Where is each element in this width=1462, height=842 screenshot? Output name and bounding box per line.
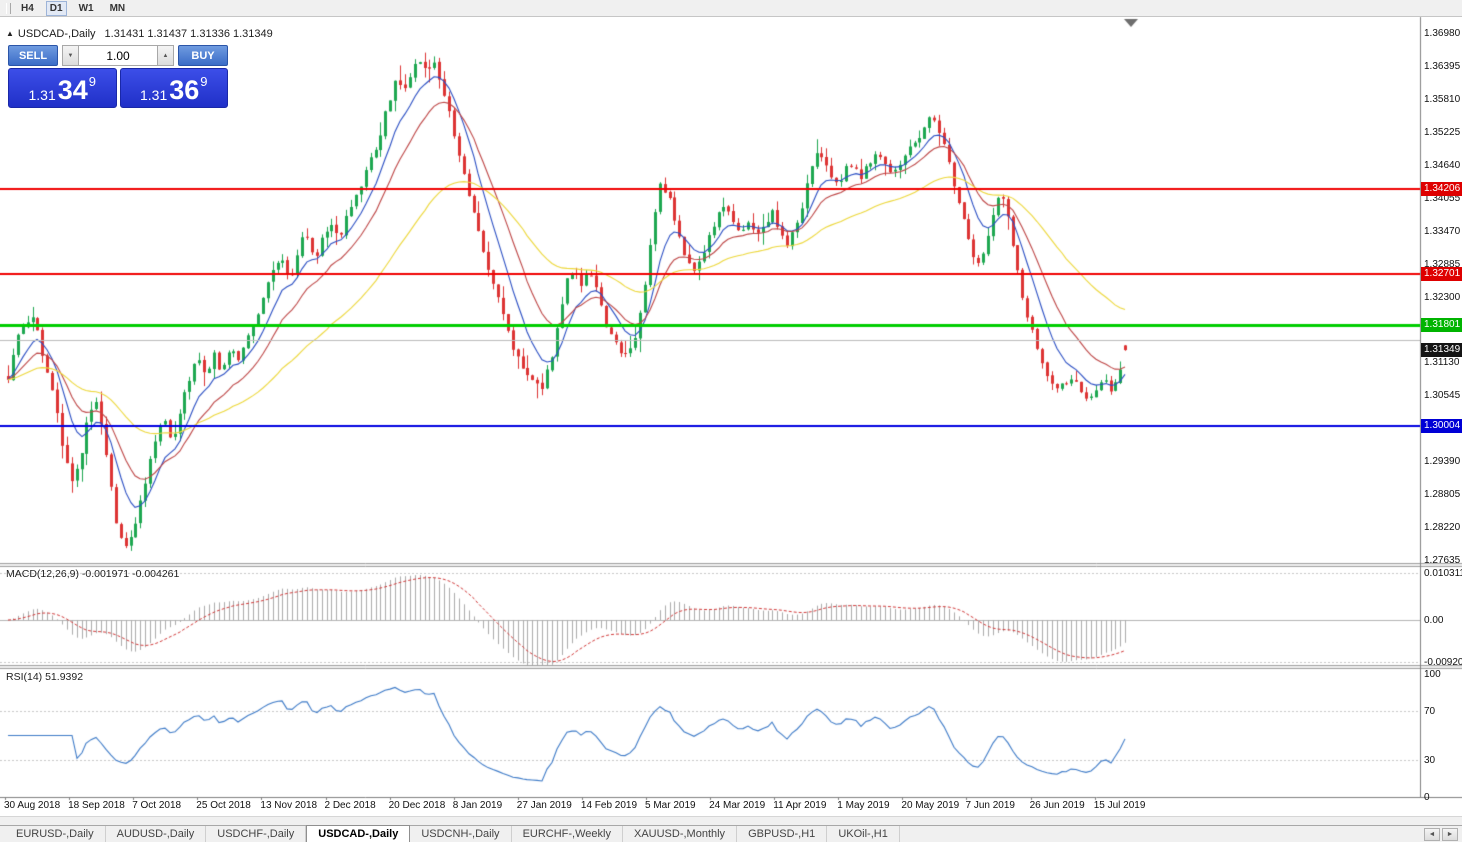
chart-marker-icon: ▲ — [6, 29, 14, 38]
macd-label: MACD(12,26,9) -0.001971 -0.004261 — [6, 568, 180, 580]
price-scale-label: 1.36980 — [1424, 28, 1461, 39]
volume-stepper: ▼ ▲ — [62, 45, 174, 66]
volume-decrease-button[interactable]: ▼ — [62, 45, 79, 66]
price-scale-label: 1.36395 — [1424, 60, 1461, 72]
rsi-scale-label: 0 — [1424, 791, 1430, 803]
price-scale-label: 1.33470 — [1424, 225, 1461, 237]
price-level-badge: 1.30004 — [1421, 418, 1462, 433]
sell-button[interactable]: SELL — [8, 45, 58, 66]
time-axis-label: 26 Jun 2019 — [1029, 800, 1085, 811]
price-level-badge: 1.31801 — [1421, 317, 1462, 332]
price-scale-label: 1.34055 — [1424, 192, 1461, 204]
tab-scroll-right-icon[interactable]: ► — [1442, 827, 1458, 841]
volume-input[interactable] — [79, 45, 157, 66]
chart-tab-usdcnh[interactable]: USDCNH-,Daily — [410, 826, 512, 842]
rsi-scale-label: 100 — [1424, 669, 1441, 681]
macd-scale-label: 0.010311 — [1424, 568, 1462, 579]
time-axis-label: 30 Aug 2018 — [4, 800, 61, 811]
time-axis-label: 15 Jul 2019 — [1093, 800, 1146, 811]
chart-symbol-period: USDCAD-,Daily — [17, 28, 96, 40]
sell-price-pipette: 9 — [88, 74, 97, 89]
price-level-badge: 1.32701 — [1421, 266, 1462, 281]
macd-scale-label: -0.009203 — [1424, 656, 1462, 668]
chart-tab-xauusd[interactable]: XAUUSD-,Monthly — [623, 826, 738, 842]
buy-price-figure: 1.31 — [139, 87, 168, 103]
timeframe-button-h4[interactable]: H4 — [17, 1, 38, 16]
time-axis-label: 20 Dec 2018 — [388, 800, 446, 811]
chart-ohlc-values: 1.31431 1.31437 1.31336 1.31349 — [104, 28, 273, 40]
time-axis-label: 13 Nov 2018 — [260, 800, 318, 811]
chart-tab-usdchf[interactable]: USDCHF-,Daily — [206, 826, 307, 842]
rsi-scale-label: 30 — [1424, 755, 1436, 766]
time-axis-label: 1 May 2019 — [837, 800, 890, 811]
chart-title: ▲ USDCAD-,Daily 1.31431 1.31437 1.31336 1.… — [6, 28, 273, 40]
timeframe-button-mn[interactable]: MN — [106, 1, 130, 16]
timeframe-toolbar: H4 D1 W1 MN — [0, 0, 1462, 17]
timeframe-button-w1[interactable]: W1 — [75, 1, 98, 16]
chart-tabs-bar: EURUSD-,Daily AUDUSD-,Daily USDCHF-,Daily U… — [0, 825, 1462, 842]
price-scale-label: 1.32300 — [1424, 291, 1461, 303]
chart-scrollbar[interactable] — [0, 816, 1462, 825]
price-scale-label: 1.28220 — [1424, 522, 1461, 534]
sell-price-pips: 34 — [57, 75, 88, 106]
sell-price-display[interactable]: 1.31 34 9 — [8, 68, 117, 108]
time-axis-label: 2 Dec 2018 — [324, 800, 376, 811]
buy-price-pipette: 9 — [200, 74, 208, 89]
price-scale-label: 1.35225 — [1424, 126, 1461, 138]
volume-increase-button[interactable]: ▲ — [157, 45, 174, 66]
chart-tab-gbpusd[interactable]: GBPUSD-,H1 — [737, 826, 828, 842]
time-axis-label: 8 Jan 2019 — [452, 800, 503, 811]
tab-scroll-left-icon[interactable]: ◄ — [1424, 827, 1440, 841]
one-click-trading-panel: SELL ▼ ▲ BUY 1.31 34 9 1.31 36 9 — [8, 45, 228, 108]
price-scale-label: 1.32885 — [1424, 258, 1461, 270]
time-axis-label: 5 Mar 2019 — [645, 800, 696, 811]
timeframe-button-d1[interactable]: D1 — [45, 0, 67, 16]
time-axis-label: 7 Jun 2019 — [965, 800, 1016, 811]
price-scale-label: 1.31130 — [1424, 357, 1460, 369]
time-axis-label: 25 Oct 2018 — [196, 800, 251, 811]
time-axis-label: 14 Feb 2019 — [580, 800, 638, 811]
macd-scale-label: 0.00 — [1424, 615, 1444, 626]
chart-tab-eurchf[interactable]: EURCHF-,Weekly — [512, 826, 623, 842]
time-axis-label: 7 Oct 2018 — [132, 800, 182, 811]
buy-price-pips: 36 — [169, 75, 200, 106]
price-scale-label: 1.29390 — [1424, 456, 1461, 468]
toolbar-grip[interactable] — [6, 2, 11, 14]
price-level-badge: 1.31349 — [1421, 343, 1462, 358]
rsi-scale-label: 70 — [1424, 706, 1436, 717]
time-axis-label: 20 May 2019 — [901, 800, 960, 811]
price-scale-label: 1.34640 — [1424, 159, 1461, 171]
price-scale-label: 1.30545 — [1424, 390, 1461, 402]
price-scale-label: 1.35810 — [1424, 93, 1461, 105]
time-axis-label: 27 Jan 2019 — [516, 800, 572, 811]
chart-tab-eurusd[interactable]: EURUSD-,Daily — [5, 826, 106, 842]
chart-tab-audusd[interactable]: AUDUSD-,Daily — [106, 826, 207, 842]
buy-button[interactable]: BUY — [178, 45, 228, 66]
tab-scroll-buttons: ◄ ► — [1424, 826, 1462, 842]
price-scale-label: 1.27635 — [1424, 555, 1461, 567]
chart-tab-usdcad[interactable]: USDCAD-,Daily — [306, 825, 411, 842]
chart-tab-ukoil[interactable]: UKOil-,H1 — [827, 826, 900, 842]
rsi-label: RSI(14) 51.9392 — [6, 671, 84, 683]
time-axis-label: 18 Sep 2018 — [68, 800, 125, 811]
time-axis-label: 11 Apr 2019 — [773, 800, 827, 811]
time-axis-label: 24 Mar 2019 — [709, 800, 766, 811]
price-scale-label: 1.28805 — [1424, 489, 1461, 501]
sell-price-figure: 1.31 — [28, 87, 56, 103]
price-level-badge: 1.34206 — [1421, 182, 1462, 197]
buy-price-display[interactable]: 1.31 36 9 — [119, 68, 228, 108]
